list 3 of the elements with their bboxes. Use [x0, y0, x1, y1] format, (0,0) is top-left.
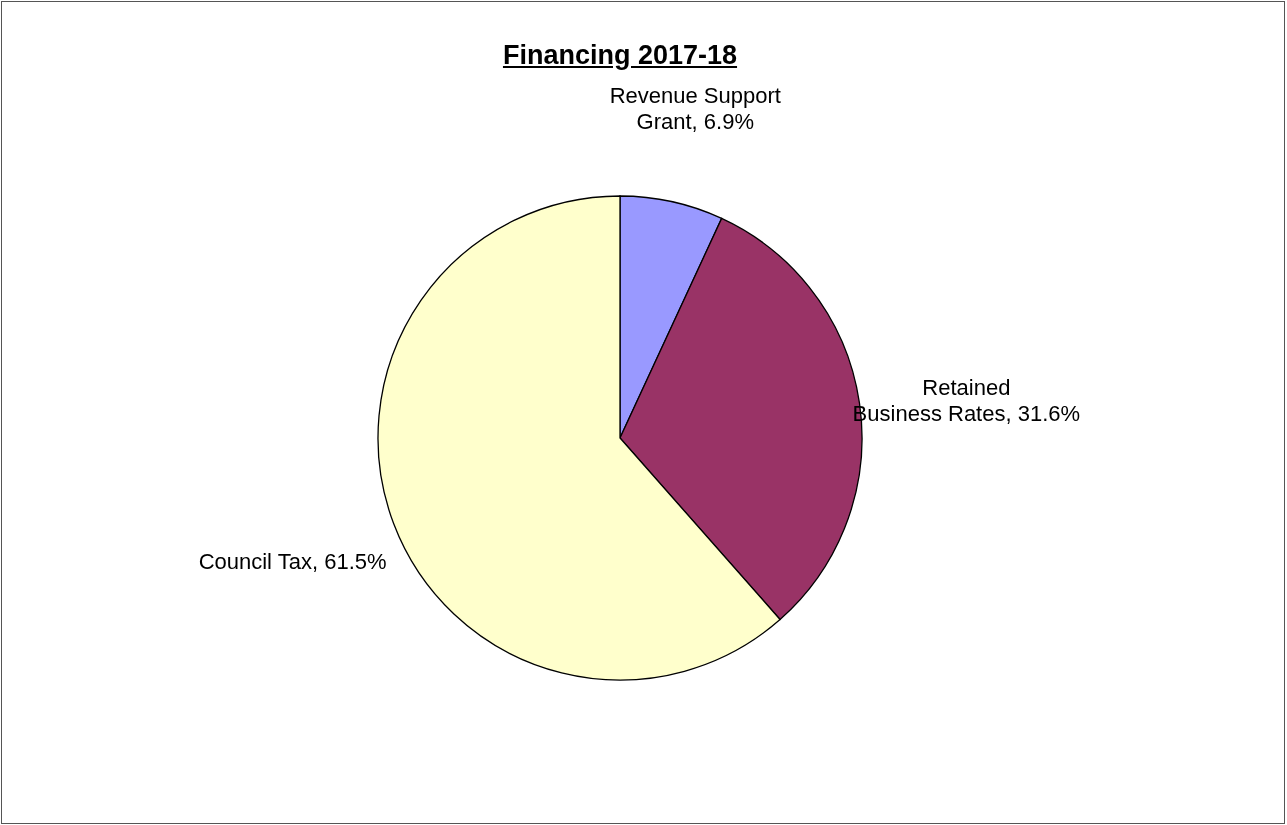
- slice-label: Revenue Support Grant, 6.9%: [609, 83, 781, 135]
- slice-label: Council Tax, 61.5%: [198, 548, 387, 574]
- chart-title: Financing 2017-18: [501, 40, 739, 71]
